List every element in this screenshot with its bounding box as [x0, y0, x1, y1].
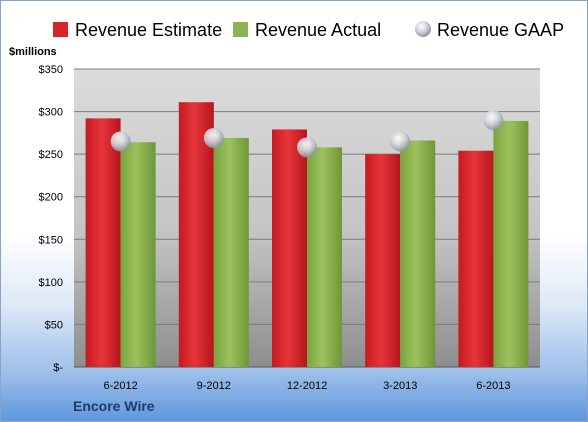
actual-bar: [493, 120, 529, 368]
x-tick-label: 6-2013: [476, 380, 510, 392]
gaap-marker: [110, 131, 131, 152]
y-tick-label: $350: [39, 64, 63, 76]
x-tick-label: 6-2012: [103, 380, 137, 392]
y-tick-label: $150: [39, 234, 63, 246]
legend-label: Revenue Estimate: [75, 20, 222, 40]
x-tick-label: 3-2013: [383, 380, 417, 392]
actual-bar: [307, 147, 342, 367]
gaap-marker: [203, 127, 224, 148]
estimate-bar: [458, 150, 494, 367]
actual-bar: [120, 142, 156, 367]
y-axis-ticks: $- $50 $100 $150 $200 $250 $300 $350: [39, 64, 64, 374]
legend-swatch: [53, 22, 68, 37]
y-tick-label: $200: [39, 192, 63, 204]
legend-swatch: [233, 22, 248, 37]
gaap-markers: [110, 110, 504, 158]
gaap-marker: [297, 137, 317, 158]
company-name: Encore Wire: [73, 398, 155, 414]
x-tick-label: 12-2012: [287, 380, 327, 392]
estimate-bar: [178, 102, 214, 367]
legend-swatch-gaap: [415, 21, 431, 37]
y-tick-label: $300: [39, 107, 63, 119]
legend-label: Revenue Actual: [255, 20, 381, 40]
legend-label: Revenue GAAP: [437, 20, 564, 40]
x-axis-ticks: 6-2012 9-2012 12-2012 3-2013 6-2013: [103, 380, 510, 392]
estimate-bar: [365, 154, 401, 367]
y-tick-label: $50: [45, 319, 63, 331]
x-tick-label: 9-2012: [197, 380, 231, 392]
actual-bar: [213, 137, 249, 367]
y-tick-label: $250: [39, 149, 63, 161]
gaap-marker: [483, 110, 504, 131]
legend: Revenue Estimate Revenue Actual Revenue GA…: [53, 20, 564, 40]
gaap-marker: [390, 131, 411, 152]
y-tick-label: $100: [39, 277, 63, 289]
estimate-bar: [272, 129, 307, 367]
estimate-bar: [85, 118, 121, 367]
y-axis-unit-label: $millions: [9, 46, 57, 58]
actual-bar: [400, 140, 436, 367]
y-tick-label: $-: [53, 362, 63, 374]
bars: [85, 102, 529, 368]
